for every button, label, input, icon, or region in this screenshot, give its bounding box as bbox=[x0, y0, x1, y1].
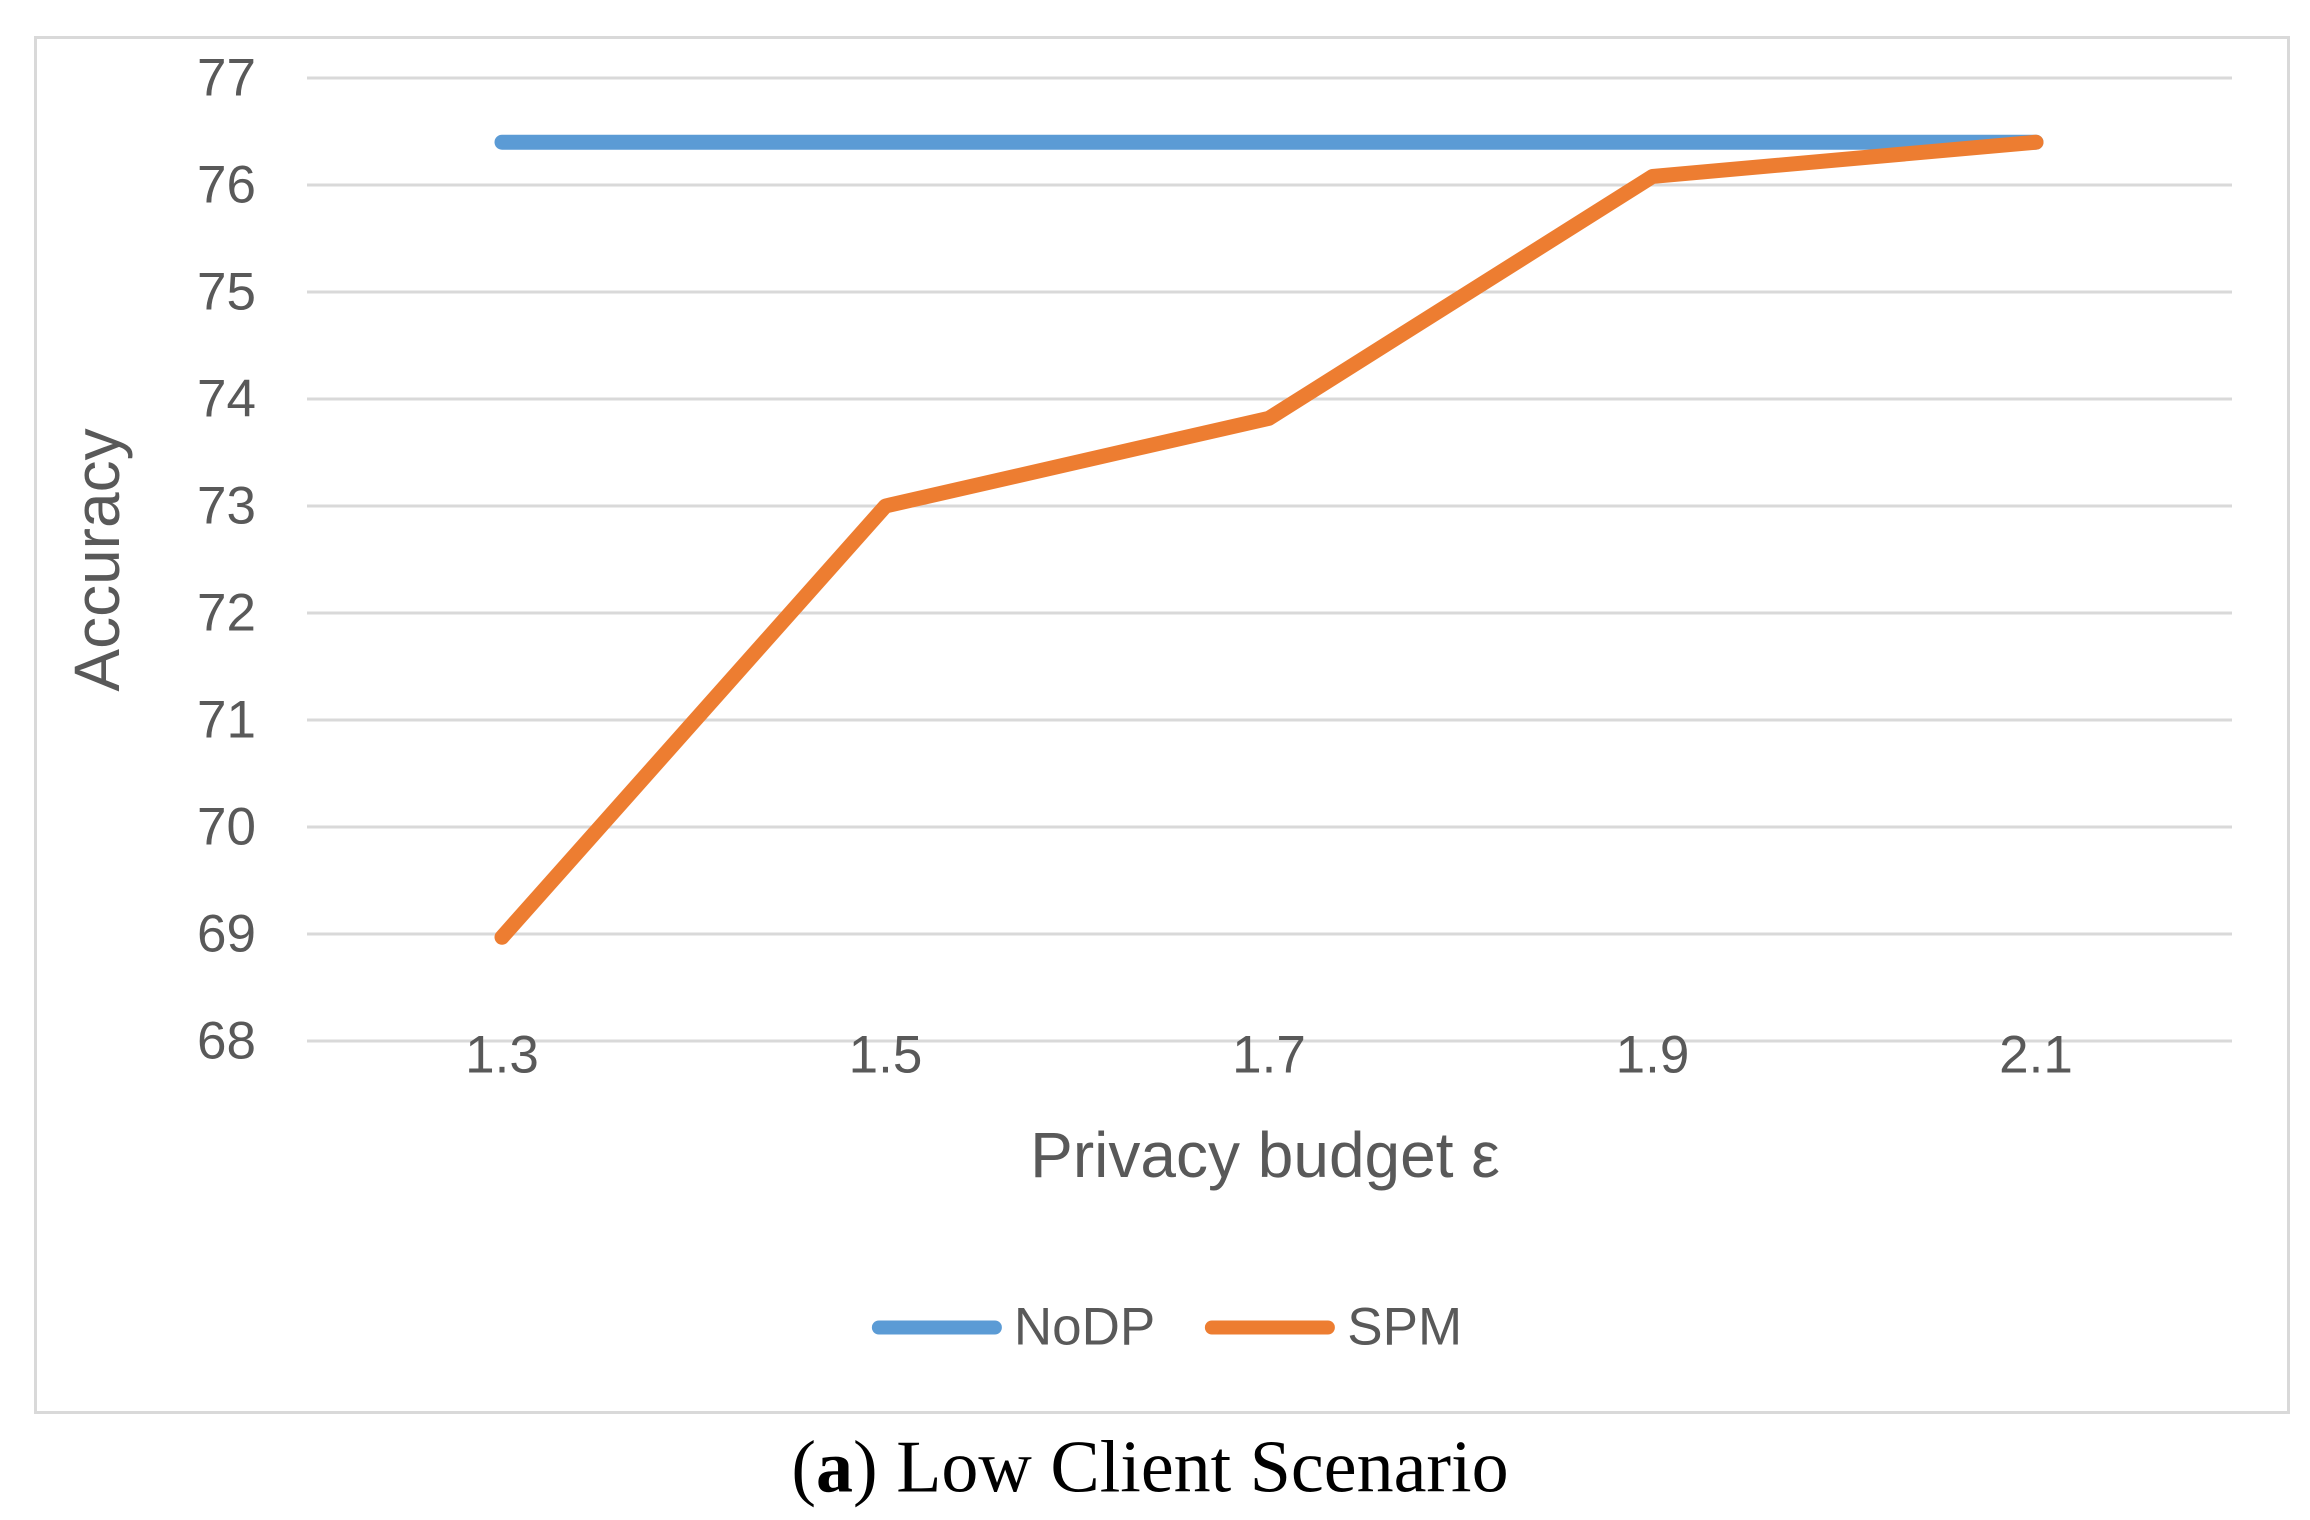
y-tick-label: 68 bbox=[197, 1011, 256, 1071]
legend-label-spm: SPM bbox=[1347, 1297, 1463, 1357]
caption-letter: a bbox=[816, 1426, 854, 1509]
y-tick-label: 72 bbox=[197, 583, 256, 643]
nodp-line-swatch bbox=[871, 1320, 1002, 1334]
y-tick-label: 74 bbox=[197, 369, 256, 429]
x-tick-label: 1.5 bbox=[848, 1025, 923, 1085]
x-tick-label: 1.7 bbox=[1232, 1025, 1306, 1085]
y-tick-label: 69 bbox=[197, 904, 256, 964]
legend-item-nodp: NoDP bbox=[871, 1297, 1156, 1358]
legend-label-nodp: NoDP bbox=[1013, 1297, 1156, 1357]
y-tick-label: 71 bbox=[197, 690, 256, 750]
chart-frame bbox=[34, 36, 2290, 1414]
y-axis-title: Accuracy bbox=[61, 428, 133, 692]
x-axis-title: Privacy budget ε bbox=[1030, 1119, 1500, 1191]
y-tick-label: 75 bbox=[197, 262, 256, 322]
y-tick-label: 70 bbox=[197, 797, 256, 857]
figure-caption: (a) Low Client Scenario bbox=[791, 1426, 1508, 1511]
y-tick-label: 77 bbox=[197, 48, 256, 108]
y-tick-label: 73 bbox=[197, 476, 256, 536]
legend-item-spm: SPM bbox=[1205, 1297, 1462, 1358]
x-tick-label: 2.1 bbox=[1999, 1025, 2073, 1085]
legend: NoDP SPM bbox=[871, 1297, 1462, 1358]
caption-paren-close: ) bbox=[853, 1426, 878, 1509]
x-tick-label: 1.9 bbox=[1615, 1025, 1690, 1085]
x-tick-label: 1.3 bbox=[465, 1025, 539, 1085]
y-tick-label: 76 bbox=[197, 155, 256, 215]
caption-paren-open: ( bbox=[791, 1426, 817, 1509]
caption-text: Low Client Scenario bbox=[877, 1426, 1509, 1509]
spm-line-swatch bbox=[1205, 1320, 1336, 1334]
